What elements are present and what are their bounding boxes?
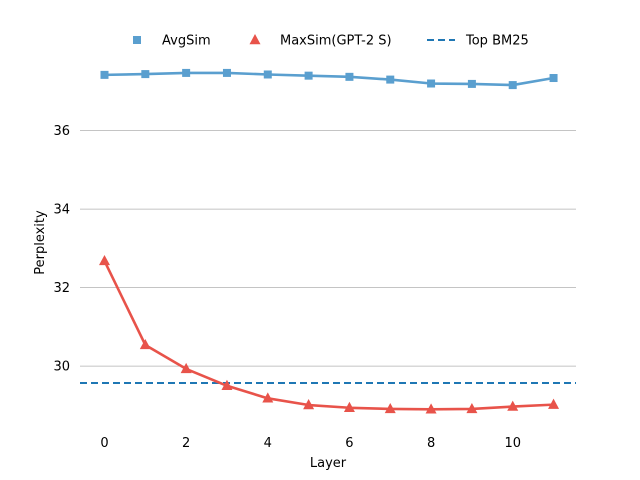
data-point [221, 379, 233, 390]
data-point [304, 71, 313, 80]
x-tick-label: 0 [100, 436, 108, 451]
data-point [549, 74, 558, 83]
data-point [425, 403, 437, 414]
data-point [182, 68, 191, 77]
series-line [103, 260, 554, 411]
data-point [467, 79, 476, 88]
legend-item: MaxSim(GPT-2 S) [249, 34, 392, 49]
legend-marker [133, 36, 141, 44]
data-point [384, 402, 396, 414]
series-0 [100, 68, 558, 90]
series-1 [98, 254, 560, 414]
x-tick-label: 8 [427, 436, 435, 451]
legend-item: AvgSim [133, 34, 211, 49]
legend-marker [249, 34, 261, 45]
legend-item: Top BM25 [427, 34, 529, 49]
data-point [222, 68, 231, 77]
data-point [303, 399, 315, 410]
legend-label: MaxSim(GPT-2 S) [280, 34, 392, 49]
data-point [466, 402, 478, 414]
series-line [104, 71, 554, 87]
data-point [139, 338, 151, 350]
y-tick-label: 34 [53, 203, 70, 218]
data-point [98, 254, 110, 266]
data-point [100, 70, 109, 79]
data-point [180, 362, 192, 374]
legend: AvgSim MaxSim(GPT-2 S) Top BM25 [133, 34, 529, 49]
tick-labels: 30 32 34 36 0 2 4 6 8 10 [53, 124, 521, 451]
grid-lines [80, 130, 576, 367]
x-axis-label: Layer [310, 456, 347, 471]
y-tick-label: 36 [53, 124, 70, 139]
legend-label: Top BM25 [465, 34, 529, 49]
y-tick-label: 32 [53, 281, 70, 296]
legend-label: AvgSim [162, 34, 211, 49]
series-lines [98, 68, 560, 414]
x-tick-label: 10 [504, 436, 521, 451]
data-point [262, 392, 274, 403]
data-point [386, 75, 395, 84]
data-point [508, 81, 517, 90]
data-point [263, 70, 272, 79]
data-point [507, 400, 519, 411]
x-tick-label: 4 [264, 436, 272, 451]
data-point [427, 79, 436, 88]
data-point [548, 398, 560, 409]
y-tick-label: 30 [53, 360, 70, 375]
y-axis-label: Perplexity [33, 210, 48, 275]
data-point [345, 72, 354, 81]
x-tick-label: 2 [182, 436, 190, 451]
data-point [141, 70, 150, 79]
x-tick-label: 6 [345, 436, 353, 451]
data-point [343, 401, 355, 412]
